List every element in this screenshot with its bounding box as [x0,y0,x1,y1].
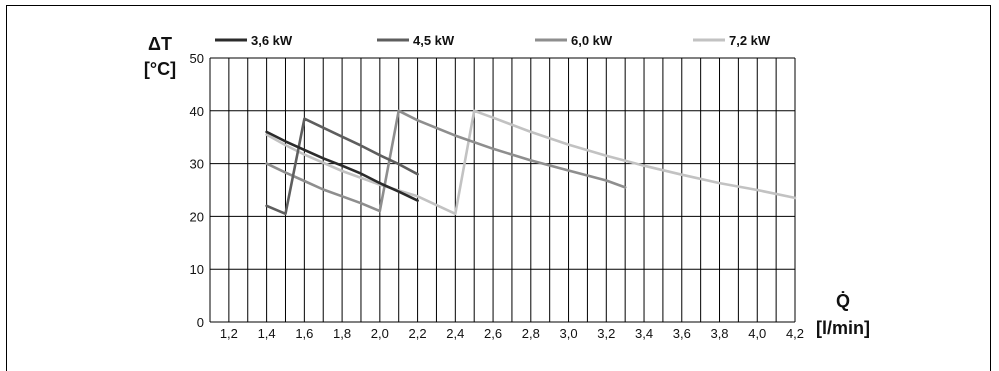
series-line-2 [265,117,419,216]
x-axis-title-symbol: Q̇ [836,290,850,311]
y-tick-label: 40 [190,104,204,119]
x-tick-label: 2,4 [446,326,464,341]
legend: 3,6 kW 4,5 kW 6,0 kW 7,2 kW [215,33,771,48]
y-axis-title-symbol: ΔT [148,34,172,54]
y-tick-label: 20 [190,209,204,224]
grid [209,57,796,323]
x-tick-label: 4,2 [786,326,804,341]
series-line-1 [265,130,419,202]
x-tick-label: 3,4 [635,326,653,341]
x-tick-label: 4,0 [748,326,766,341]
x-tick-label: 3,8 [710,326,728,341]
chart-frame [6,5,991,371]
series-line-3 [265,109,627,213]
x-tick-label: 1,2 [220,326,238,341]
x-tick-label: 2,2 [409,326,427,341]
legend-label: 3,6 kW [251,33,293,48]
x-tick-label: 3,0 [560,326,578,341]
x-tick-label: 1,4 [258,326,276,341]
x-tick-label: 1,6 [295,326,313,341]
x-tick-label: 3,2 [597,326,615,341]
legend-label: 4,5 kW [413,33,455,48]
y-axis-title-unit: [°C] [144,59,176,79]
y-tick-label: 30 [190,157,204,172]
ticks: 1,2 1,4 1,6 1,8 2,0 2,2 2,4 2,6 2,8 3,0 3,2 3,4 3,6 3… [190,51,805,341]
x-tick-label: 3,6 [673,326,691,341]
x-tick-label: 2,8 [522,326,540,341]
legend-label: 7,2 kW [729,33,771,48]
y-tick-label: 10 [190,262,204,277]
x-tick-label: 2,0 [371,326,389,341]
x-tick-label: 1,8 [333,326,351,341]
y-tick-label: 50 [190,51,204,66]
series-layer [265,109,797,216]
series-line-4 [265,109,797,216]
x-axis-title-unit: [l/min] [816,318,870,338]
x-tick-label: 2,6 [484,326,502,341]
y-tick-label: 0 [197,315,204,330]
legend-label: 6,0 kW [571,33,613,48]
